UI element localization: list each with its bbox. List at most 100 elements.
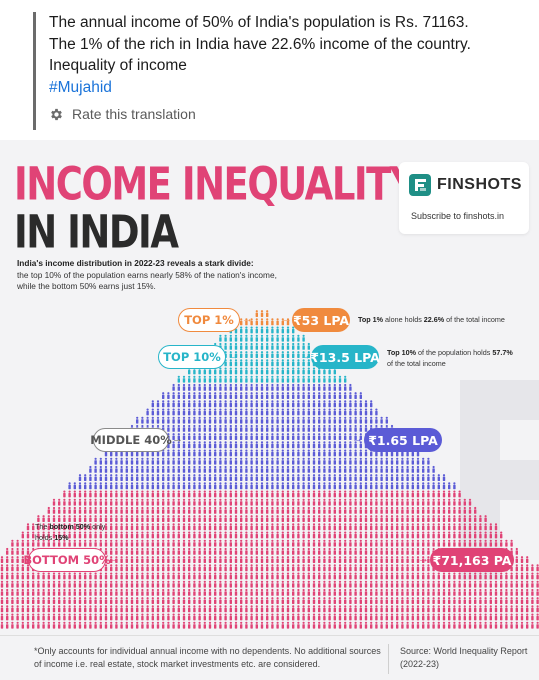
person-icon xyxy=(234,580,238,588)
person-icon xyxy=(281,400,284,408)
person-icon xyxy=(468,531,472,539)
person-icon xyxy=(406,506,409,514)
person-icon xyxy=(385,523,388,531)
person-icon xyxy=(406,465,409,473)
person-icon xyxy=(364,613,368,621)
person-icon xyxy=(286,572,290,580)
person-icon xyxy=(182,424,186,432)
person-icon xyxy=(297,531,300,539)
value-bottom-50: ₹71,163 PA xyxy=(430,548,514,572)
person-icon xyxy=(297,359,300,367)
person-icon xyxy=(307,621,310,629)
person-icon xyxy=(89,613,92,621)
person-icon xyxy=(255,547,258,555)
person-icon xyxy=(130,547,134,555)
person-icon xyxy=(266,416,269,424)
person-icon xyxy=(193,588,196,596)
person-icon xyxy=(177,441,180,449)
person-icon xyxy=(286,588,290,596)
person-icon xyxy=(354,424,357,432)
person-icon xyxy=(323,613,326,621)
person-icon xyxy=(260,392,264,399)
person-icon xyxy=(84,580,87,588)
person-icon xyxy=(479,580,482,588)
person-icon xyxy=(307,416,310,424)
person-icon xyxy=(94,457,97,465)
person-icon xyxy=(182,572,186,580)
person-icon xyxy=(136,506,139,514)
person-icon xyxy=(489,580,492,588)
person-icon xyxy=(182,547,186,555)
person-icon xyxy=(188,531,191,539)
person-icon xyxy=(208,613,212,621)
person-icon xyxy=(255,523,258,531)
person-icon xyxy=(370,613,373,621)
person-icon xyxy=(37,523,40,531)
person-icon xyxy=(297,342,300,350)
person-icon xyxy=(240,498,243,506)
person-icon xyxy=(276,531,279,539)
person-icon xyxy=(448,572,451,580)
person-icon xyxy=(416,564,420,572)
person-icon xyxy=(224,342,227,350)
person-icon xyxy=(99,515,102,522)
person-icon xyxy=(73,597,76,604)
person-icon xyxy=(318,498,321,506)
rate-translation-button[interactable]: Rate this translation xyxy=(49,106,196,122)
person-icon xyxy=(214,515,217,522)
person-icon xyxy=(73,605,76,613)
person-icon xyxy=(136,474,139,481)
person-icon xyxy=(125,605,128,613)
person-icon xyxy=(338,441,342,449)
person-icon xyxy=(276,490,279,498)
person-icon xyxy=(323,433,326,440)
person-icon xyxy=(370,416,373,424)
person-icon xyxy=(390,572,394,580)
person-icon xyxy=(338,621,342,629)
person-icon xyxy=(359,564,362,572)
person-icon xyxy=(167,474,170,481)
person-icon xyxy=(99,506,102,514)
person-icon xyxy=(141,547,144,555)
person-icon xyxy=(422,588,425,596)
person-icon xyxy=(338,383,342,391)
person-icon xyxy=(156,523,160,531)
person-icon xyxy=(260,433,264,440)
person-icon xyxy=(286,597,290,604)
person-icon xyxy=(422,539,425,547)
person-icon xyxy=(359,588,362,596)
person-icon xyxy=(302,334,305,342)
person-icon xyxy=(468,580,472,588)
person-icon xyxy=(167,482,170,490)
person-icon xyxy=(162,465,165,473)
person-icon xyxy=(110,621,113,629)
person-icon xyxy=(432,506,435,514)
person-icon xyxy=(234,474,238,481)
person-icon xyxy=(214,433,217,440)
person-icon xyxy=(354,474,357,481)
person-icon xyxy=(422,490,425,498)
person-icon xyxy=(208,539,212,547)
person-icon xyxy=(177,523,180,531)
person-icon xyxy=(526,597,529,604)
person-icon xyxy=(125,490,128,498)
person-icon xyxy=(271,498,274,506)
person-icon xyxy=(536,572,539,580)
finshots-brand-card[interactable]: FINSHOTS Subscribe to finshots.in xyxy=(399,162,529,234)
person-icon xyxy=(442,613,446,621)
person-icon xyxy=(364,474,368,481)
person-icon xyxy=(167,498,170,506)
arrow-icon: → xyxy=(228,350,239,362)
person-icon xyxy=(312,392,316,399)
hashtag-link[interactable]: #Mujahid xyxy=(49,78,112,96)
person-icon xyxy=(479,539,482,547)
person-icon xyxy=(110,597,113,604)
person-icon xyxy=(390,523,394,531)
person-icon xyxy=(115,531,118,539)
person-icon xyxy=(151,515,154,522)
person-icon xyxy=(536,564,539,572)
person-icon xyxy=(245,564,248,572)
person-icon xyxy=(281,572,284,580)
person-icon xyxy=(318,375,321,383)
person-icon xyxy=(94,621,97,629)
